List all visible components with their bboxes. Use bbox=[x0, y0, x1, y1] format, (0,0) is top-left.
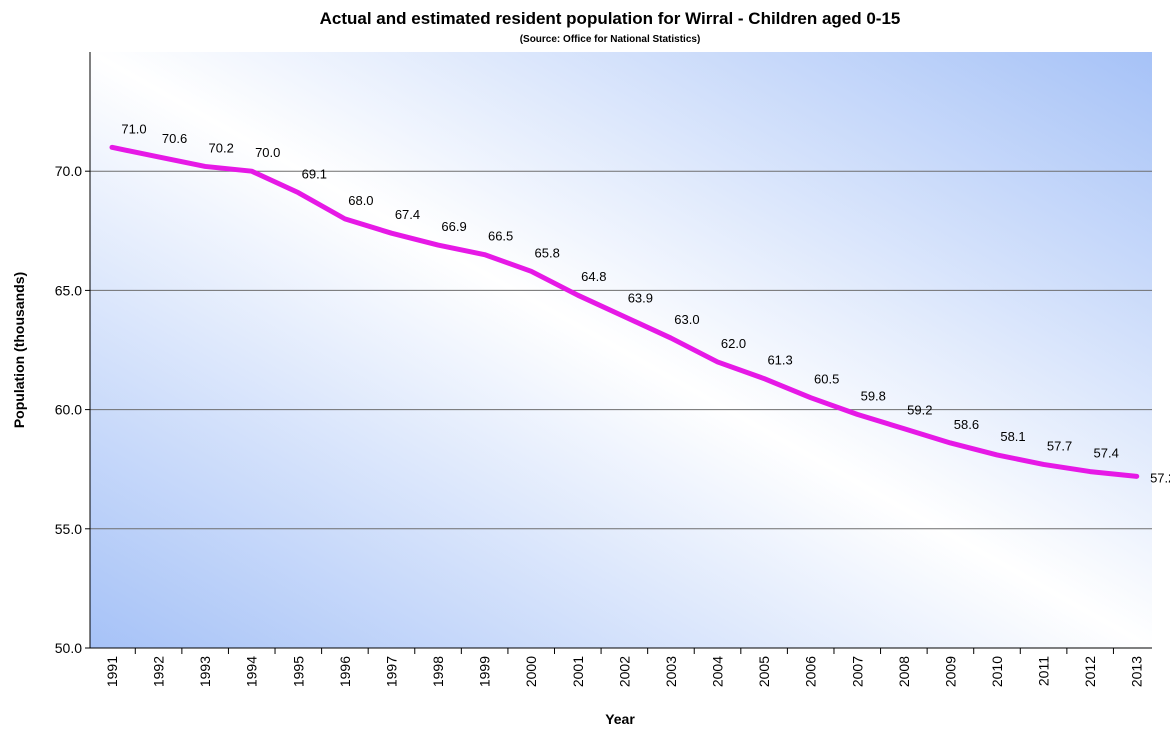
data-label: 66.5 bbox=[488, 229, 513, 244]
data-label: 70.2 bbox=[209, 140, 234, 155]
x-tick-label: 2002 bbox=[616, 656, 632, 687]
x-tick-label: 2000 bbox=[523, 656, 539, 687]
data-label: 58.6 bbox=[954, 417, 979, 432]
data-label: 71.0 bbox=[121, 121, 146, 136]
x-tick-label: 2008 bbox=[896, 656, 912, 687]
data-label: 63.0 bbox=[674, 312, 699, 327]
gridlines bbox=[90, 170, 1152, 530]
y-tick-label: 50.0 bbox=[55, 640, 82, 656]
x-tick-label: 2011 bbox=[1036, 656, 1052, 686]
y-tick-label: 70.0 bbox=[55, 163, 82, 179]
data-label: 68.0 bbox=[348, 193, 373, 208]
data-label: 59.2 bbox=[907, 403, 932, 418]
x-tick-label: 2012 bbox=[1082, 656, 1098, 687]
data-label: 57.2 bbox=[1150, 470, 1170, 485]
plot-area bbox=[90, 52, 1152, 648]
x-axis-ticks: 1991 1992 1993 1994 1995 1996 1997 1998 1999 2000… bbox=[104, 648, 1145, 687]
data-label: 62.0 bbox=[721, 336, 746, 351]
x-tick-label: 2003 bbox=[663, 656, 679, 687]
x-tick-label: 1998 bbox=[430, 656, 446, 687]
data-label: 58.1 bbox=[1000, 429, 1025, 444]
x-tick-label: 2005 bbox=[756, 656, 772, 687]
x-tick-label: 1992 bbox=[151, 656, 167, 687]
x-tick-label: 1997 bbox=[383, 656, 399, 687]
y-axis-tick-labels: 50.0 55.0 60.0 65.0 70.0 bbox=[55, 163, 90, 656]
data-label: 59.8 bbox=[861, 388, 886, 403]
data-label: 70.0 bbox=[255, 145, 280, 160]
x-tick-label: 2006 bbox=[803, 656, 819, 687]
x-tick-label: 1995 bbox=[290, 656, 306, 687]
chart-title: Actual and estimated resident population… bbox=[320, 9, 901, 28]
data-label: 66.9 bbox=[441, 219, 466, 234]
data-label: 60.5 bbox=[814, 372, 839, 387]
y-tick-label: 60.0 bbox=[55, 402, 82, 418]
x-tick-label: 2001 bbox=[570, 656, 586, 687]
x-tick-label: 2010 bbox=[989, 656, 1005, 687]
y-tick-label: 65.0 bbox=[55, 282, 82, 298]
x-tick-label: 1996 bbox=[337, 656, 353, 687]
x-tick-label: 1994 bbox=[244, 656, 260, 687]
data-label: 63.9 bbox=[628, 291, 653, 306]
chart-subtitle: (Source: Office for National Statistics) bbox=[520, 34, 701, 45]
x-tick-label: 2007 bbox=[849, 656, 865, 687]
data-label: 57.7 bbox=[1047, 438, 1072, 453]
x-tick-label: 2009 bbox=[942, 656, 958, 687]
data-label: 61.3 bbox=[767, 353, 792, 368]
data-label: 64.8 bbox=[581, 269, 606, 284]
data-labels: 71.0 70.6 70.2 70.0 69.1 68.0 67.4 66.9 66.5 65.8… bbox=[121, 121, 1170, 485]
x-tick-label: 1993 bbox=[197, 656, 213, 687]
x-tick-label: 2004 bbox=[710, 656, 726, 687]
x-tick-label: 1999 bbox=[477, 656, 493, 687]
data-label: 65.8 bbox=[535, 245, 560, 260]
series-line bbox=[109, 144, 1140, 479]
y-axis-title: Population (thousands) bbox=[11, 272, 27, 428]
data-label: 57.4 bbox=[1094, 446, 1119, 461]
y-tick-label: 55.0 bbox=[55, 521, 82, 537]
x-tick-label: 2013 bbox=[1129, 656, 1145, 687]
data-label: 67.4 bbox=[395, 207, 420, 222]
data-label: 70.6 bbox=[162, 131, 187, 146]
x-axis-title: Year bbox=[605, 711, 635, 727]
x-tick-label: 1991 bbox=[104, 656, 120, 687]
data-label: 69.1 bbox=[302, 167, 327, 182]
